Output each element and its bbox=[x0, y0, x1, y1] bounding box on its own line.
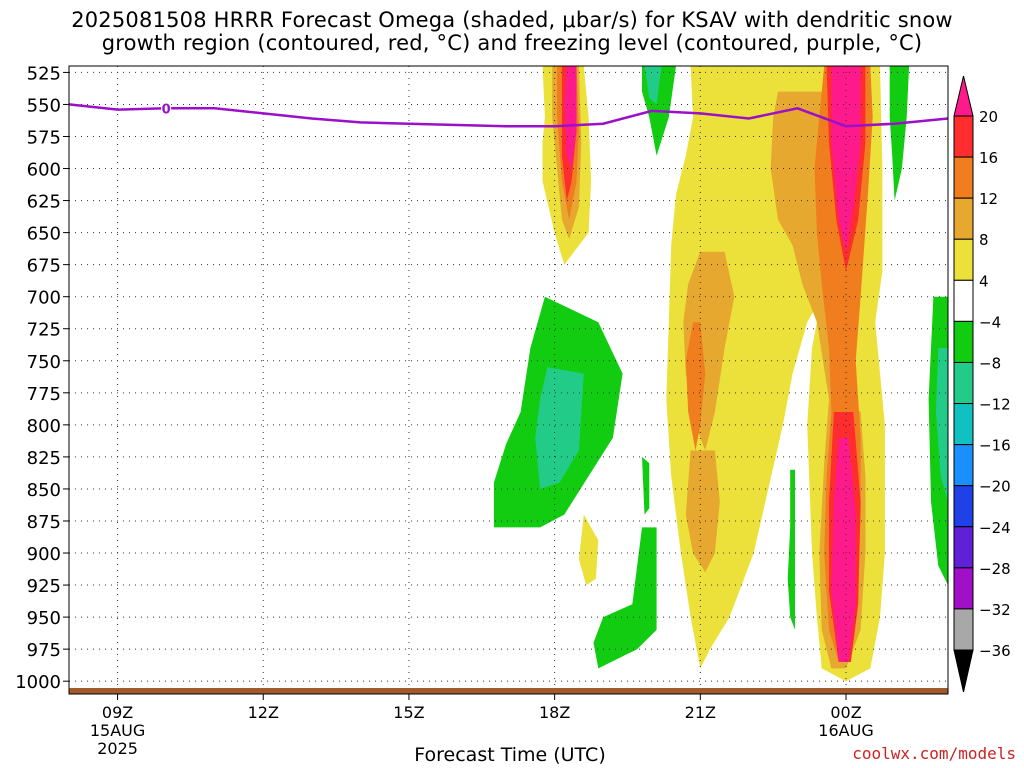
y-tick-label-650: 650 bbox=[27, 224, 61, 245]
omega-region-20 bbox=[935, 348, 948, 502]
colorbar-bottom-arrow bbox=[953, 649, 974, 693]
omega-region-23 bbox=[578, 514, 599, 586]
omega-region-16 bbox=[831, 66, 861, 252]
colorbar-top-arrow bbox=[953, 75, 974, 117]
y-tick-label-825: 825 bbox=[27, 448, 61, 469]
colorbar-bin-10 bbox=[953, 485, 974, 528]
colorbar-label-5: −4 bbox=[979, 313, 1001, 331]
y-tick-label-800: 800 bbox=[27, 416, 61, 437]
colorbar-label-9: −20 bbox=[979, 478, 1011, 496]
omega-region-25 bbox=[642, 456, 650, 515]
omega-shading bbox=[493, 66, 948, 682]
y-tick-label-700: 700 bbox=[27, 288, 61, 309]
colorbar-bin-1 bbox=[953, 115, 974, 158]
chart-title-line-2: growth region (contoured, red, °C) and f… bbox=[101, 31, 923, 55]
y-tick-label-950: 950 bbox=[27, 608, 61, 629]
colorbar-bin-4 bbox=[953, 238, 974, 281]
colorbar-bin-13 bbox=[953, 608, 974, 651]
colorbar-bin-6 bbox=[953, 320, 974, 363]
colorbar-label-7: −12 bbox=[979, 396, 1011, 414]
grid-lines bbox=[69, 66, 948, 694]
y-tick-label-600: 600 bbox=[27, 160, 61, 181]
colorbar-label-3: 8 bbox=[979, 231, 989, 249]
x-axis-title: Forecast Time (UTC) bbox=[414, 744, 606, 766]
y-tick-label-675: 675 bbox=[27, 256, 61, 277]
colorbar-label-4: 4 bbox=[979, 272, 989, 290]
colorbar-label-2: 12 bbox=[979, 190, 998, 208]
x-tick-label-15Z: 15Z bbox=[393, 703, 424, 722]
omega-region-10 bbox=[685, 450, 720, 573]
colorbar-bin-7 bbox=[953, 361, 974, 405]
ground-surface bbox=[69, 688, 948, 694]
colorbar-label-0: 20 bbox=[979, 108, 998, 126]
x-tick-year-09Z: 2025 bbox=[97, 739, 138, 758]
y-tick-label-625: 625 bbox=[27, 192, 61, 213]
y-axis-labels: 525 550 575 600 625 650 675 700 725 750 775 800 825 8… bbox=[15, 63, 69, 693]
y-tick-label-875: 875 bbox=[27, 512, 61, 533]
x-tick-label-09Z: 09Z bbox=[102, 703, 133, 722]
x-tick-date-00Z: 16AUG bbox=[818, 721, 873, 740]
colorbar-bin-8 bbox=[953, 403, 974, 446]
freezing-level-contour: 0 bbox=[69, 100, 948, 128]
y-tick-label-850: 850 bbox=[27, 480, 61, 501]
omega-region-17 bbox=[831, 437, 856, 662]
colorbar-label-12: −32 bbox=[979, 601, 1011, 619]
ground-strip bbox=[69, 688, 948, 694]
x-tick-label-00Z: 00Z bbox=[830, 703, 861, 722]
colorbar-bin-12 bbox=[953, 567, 974, 610]
colorbar-label-1: 16 bbox=[979, 149, 998, 167]
omega-region-4 bbox=[564, 66, 577, 169]
colorbar-label-8: −16 bbox=[979, 437, 1011, 455]
y-tick-label-900: 900 bbox=[27, 544, 61, 565]
omega-region-26 bbox=[787, 469, 795, 630]
x-tick-label-21Z: 21Z bbox=[685, 703, 716, 722]
x-tick-date-09Z: 15AUG bbox=[90, 721, 145, 740]
colorbar-bin-5 bbox=[953, 279, 974, 322]
y-tick-label-750: 750 bbox=[27, 352, 61, 373]
colorbar-bin-11 bbox=[953, 526, 974, 569]
y-tick-label-575: 575 bbox=[27, 127, 61, 148]
omega-region-18 bbox=[889, 66, 910, 201]
colorbar: 20 16 12 8 4 −4 −8 −12 −16 −20 −24 −28 −32 −36 bbox=[953, 75, 1011, 693]
y-tick-label-1000: 1000 bbox=[15, 672, 61, 693]
y-tick-label-550: 550 bbox=[27, 95, 61, 116]
credit-text[interactable]: coolwx.com/models bbox=[852, 744, 1016, 763]
colorbar-label-11: −28 bbox=[979, 560, 1011, 578]
plot-frame bbox=[68, 65, 949, 695]
y-tick-label-525: 525 bbox=[27, 63, 61, 84]
freezing-level-line bbox=[69, 103, 948, 128]
y-tick-label-925: 925 bbox=[27, 576, 61, 597]
freezing-level-label-bg bbox=[161, 100, 172, 117]
omega-region-24 bbox=[593, 527, 657, 669]
omega-region-22 bbox=[535, 367, 584, 489]
omega-region-6 bbox=[644, 66, 662, 105]
colorbar-label-10: −24 bbox=[979, 519, 1011, 537]
colorbar-label-6: −8 bbox=[979, 354, 1001, 372]
colorbar-bin-3 bbox=[953, 197, 974, 240]
y-tick-label-975: 975 bbox=[27, 640, 61, 661]
colorbar-bin-2 bbox=[953, 156, 974, 199]
y-tick-label-725: 725 bbox=[27, 320, 61, 341]
x-tick-label-18Z: 18Z bbox=[539, 703, 570, 722]
x-tick-label-12Z: 12Z bbox=[248, 703, 279, 722]
colorbar-bin-9 bbox=[953, 444, 974, 487]
chart-title-line-1: 2025081508 HRRR Forecast Omega (shaded, … bbox=[71, 8, 953, 32]
freezing-level-label: 0 bbox=[162, 102, 171, 117]
y-tick-label-775: 775 bbox=[27, 384, 61, 405]
colorbar-label-13: −36 bbox=[979, 642, 1011, 660]
